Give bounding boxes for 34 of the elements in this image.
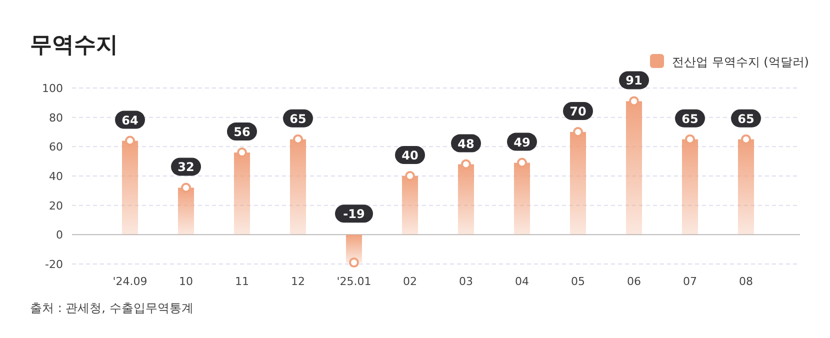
data-label: 48 xyxy=(458,136,474,151)
x-tick-label: 05 xyxy=(571,275,585,288)
x-tick-label: 12 xyxy=(291,275,305,288)
y-tick-label: 20 xyxy=(49,199,63,212)
source-note: 출처 : 관세청, 수출입무역통계 xyxy=(30,301,194,315)
legend-label: 전산업 무역수지 (억달러) xyxy=(672,55,809,69)
data-label: 70 xyxy=(570,104,586,118)
x-tick-label: 02 xyxy=(403,275,417,288)
y-tick-label: -20 xyxy=(45,258,63,271)
y-tick-label: 0 xyxy=(56,228,63,242)
x-tick-label: 03 xyxy=(459,275,473,288)
x-tick-label: 04 xyxy=(515,275,529,288)
data-label: 65 xyxy=(682,112,698,126)
chart-title: 무역수지 xyxy=(30,33,118,58)
x-tick-label: 07 xyxy=(683,275,697,288)
x-tick-label: 08 xyxy=(739,275,753,288)
y-tick-label: 80 xyxy=(49,111,63,124)
data-label: 65 xyxy=(738,112,754,126)
data-label: 49 xyxy=(514,135,530,150)
data-label: 91 xyxy=(626,74,642,88)
y-tick-label: 100 xyxy=(42,82,63,95)
data-label: 64 xyxy=(122,113,138,128)
data-label: 65 xyxy=(290,112,306,126)
x-tick-label: '25.01 xyxy=(336,275,372,288)
data-label: -19 xyxy=(343,207,365,222)
data-label: 56 xyxy=(234,125,250,140)
x-tick-label: 10 xyxy=(179,275,193,288)
x-tick-label: 11 xyxy=(235,275,249,288)
x-tick-label: '24.09 xyxy=(112,275,148,288)
y-tick-label: 40 xyxy=(49,170,63,183)
data-label: 40 xyxy=(402,148,418,162)
y-tick-label: 60 xyxy=(49,140,63,154)
x-tick-label: 06 xyxy=(627,275,641,288)
data-label: 32 xyxy=(178,160,194,174)
